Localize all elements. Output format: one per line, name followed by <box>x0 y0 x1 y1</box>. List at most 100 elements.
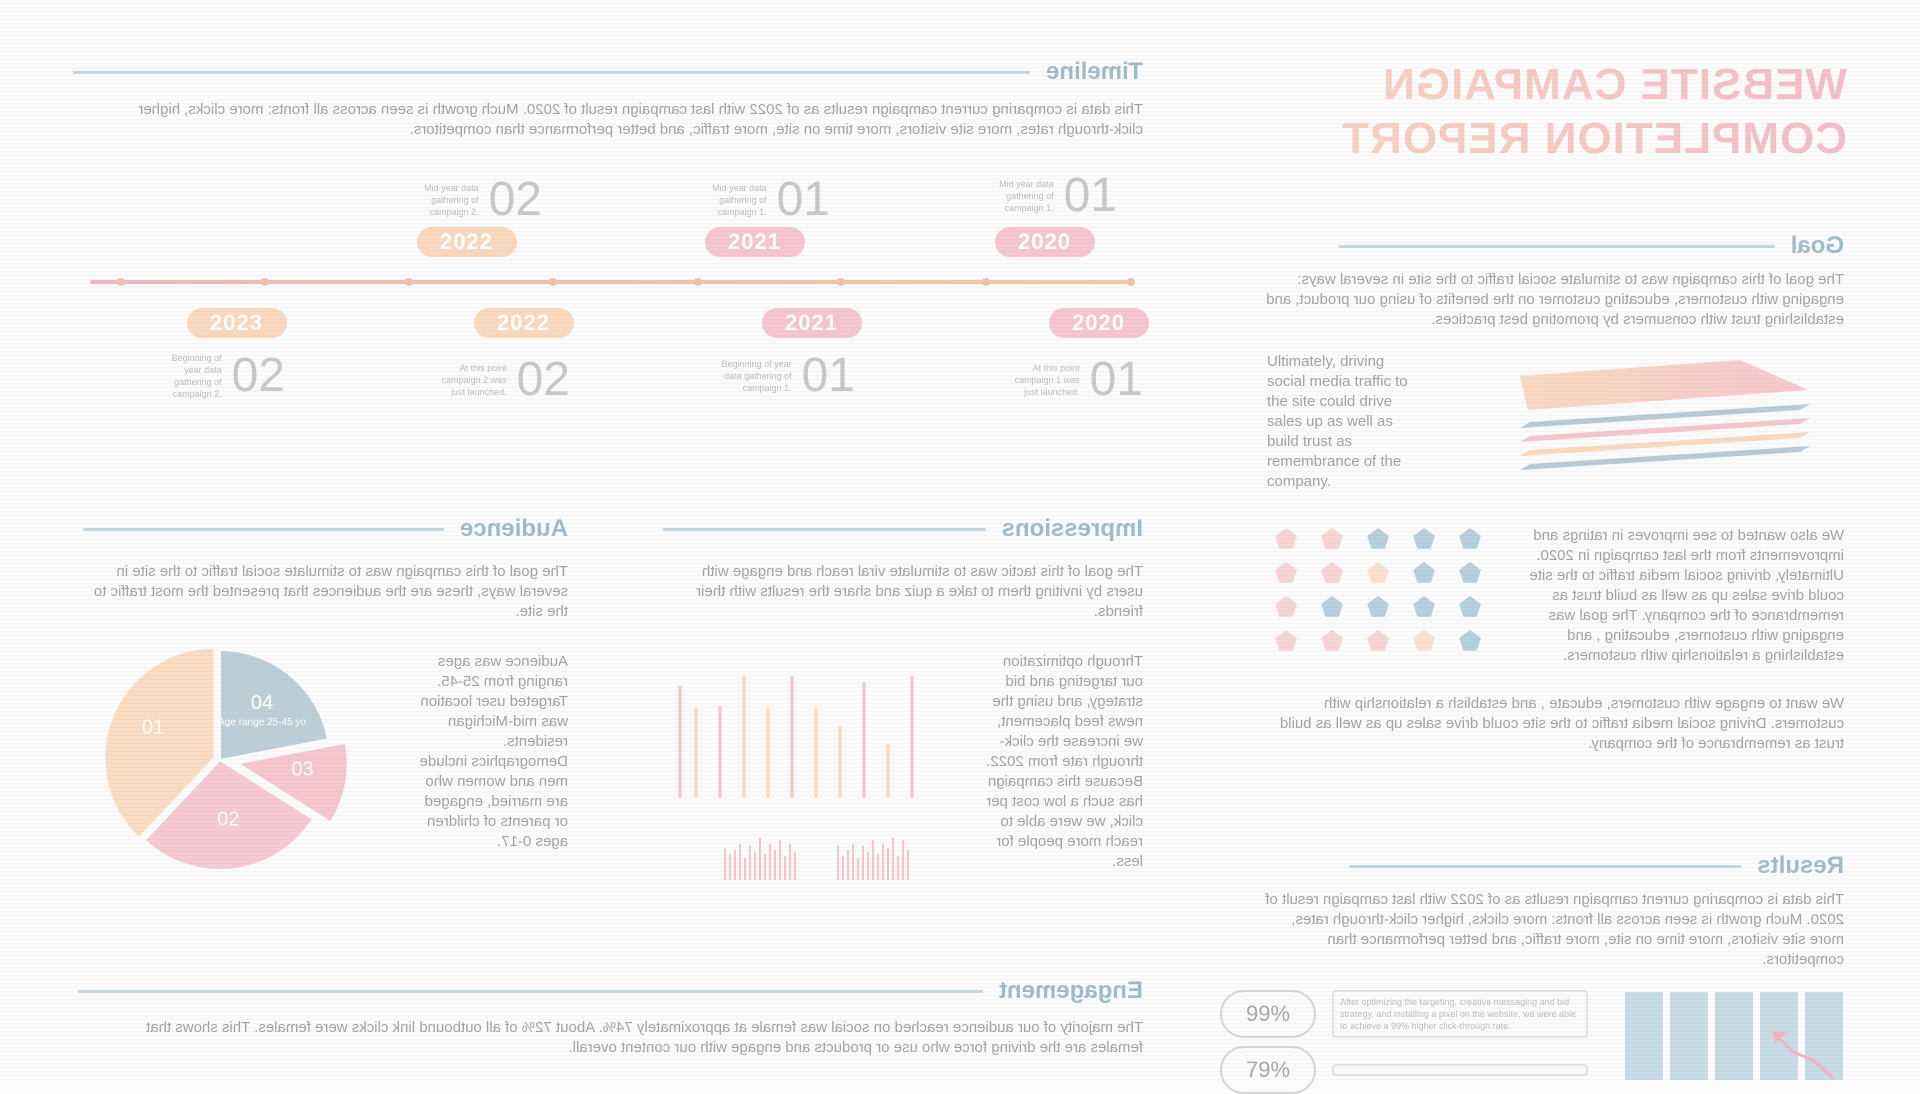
timeline-dot <box>117 278 125 286</box>
impressions-body: Through optimization our targeting and b… <box>986 653 1143 870</box>
impressions-heading: Impressions <box>663 515 1143 543</box>
rating-star-icon: ⬟ <box>1274 558 1298 588</box>
results-note: After optimizing the targeting, creative… <box>1332 990 1588 1038</box>
engagement-body: The majority of our audience reached on … <box>146 1019 1143 1056</box>
pie-slice <box>103 646 216 840</box>
timeline-item-bottom: At this point campaign 2 was just launch… <box>437 352 570 407</box>
impressions-heading-label: Impressions <box>1001 515 1143 542</box>
results-body: This data is comparing current campaign … <box>1265 891 1844 968</box>
rating-star-icon: ⬟ <box>1412 558 1436 588</box>
timeline-number: 01 <box>801 349 855 402</box>
percent-pill: 79% <box>1220 1046 1316 1094</box>
timeline-item-top: Mid year data gathering of campaign 2. 0… <box>409 172 542 227</box>
rating-star-icon: ⬟ <box>1458 524 1482 554</box>
title-line-2: COMPLETION REPORT <box>1247 112 1847 166</box>
stacked-layers-illustration <box>1480 352 1820 492</box>
rating-star-icon: ⬟ <box>1366 558 1390 588</box>
engagement-heading-rule <box>78 989 983 993</box>
timeline-note: Mid year data gathering of campaign 2. <box>424 182 479 217</box>
engagement-heading: Engagement <box>78 977 1143 1005</box>
timeline-note: Beginning of year data gathering of camp… <box>721 358 792 393</box>
goal-stars-text: We also wanted to see improves in rating… <box>1529 527 1844 664</box>
timeline-pill-bottom: 2021 <box>762 308 862 338</box>
timeline-heading-label: Timeline <box>1046 58 1143 85</box>
audience-heading: Audience <box>83 515 568 543</box>
audience-body: Audience was ages ranging from 25-45. Ta… <box>419 653 568 850</box>
timeline-note: At this point campaign 1 was just launch… <box>1014 362 1080 397</box>
timeline-heading-rule <box>73 70 1031 74</box>
pie-slice <box>235 741 349 824</box>
timeline-description: This data is comparing current campaign … <box>138 101 1143 138</box>
timeline-dot <box>982 278 990 286</box>
timeline-note: Mid year data gathering of campaign 1. <box>999 178 1054 213</box>
timeline-note: Beginning of year data gathering of camp… <box>171 352 222 399</box>
timeline-graphic: 2020 2021 2022 Mid year data gathering o… <box>85 169 1149 412</box>
rating-star-icon: ⬟ <box>1458 592 1482 622</box>
results-note <box>1332 1064 1588 1076</box>
timeline-dot <box>261 278 269 286</box>
percent-pill: 99% <box>1220 990 1316 1038</box>
timeline-dot <box>837 278 845 286</box>
timeline-dot <box>694 278 702 286</box>
report-title: WEBSITE CAMPAIGN COMPLETION REPORT <box>1247 58 1847 166</box>
rating-star-icon: ⬟ <box>1366 592 1390 622</box>
rating-star-icon: ⬟ <box>1412 524 1436 554</box>
rating-star-icon: ⬟ <box>1320 558 1344 588</box>
impressions-bars-illustration <box>670 668 920 880</box>
impressions-heading-rule <box>663 527 986 531</box>
goal-closing-text: We want to engage with customers, educat… <box>1279 695 1844 752</box>
timeline-pill-top: 2020 <box>995 227 1095 257</box>
engagement-heading-label: Engagement <box>998 977 1143 1004</box>
goal-heading: Goal <box>1339 232 1844 260</box>
audience-heading-rule <box>83 527 444 531</box>
rating-star-icon: ⬟ <box>1412 626 1436 656</box>
timeline-dot <box>405 278 413 286</box>
rating-star-icon: ⬟ <box>1320 626 1344 656</box>
rating-star-icon: ⬟ <box>1320 592 1344 622</box>
goal-heading-label: Goal <box>1790 232 1844 259</box>
timeline-item-top: Mid year data gathering of campaign 1. 0… <box>984 168 1117 223</box>
title-line-1: WEBSITE CAMPAIGN <box>1247 58 1847 112</box>
timeline-dot <box>1127 278 1135 286</box>
results-bars-illustration <box>1623 988 1843 1080</box>
timeline-number: 02 <box>516 353 570 406</box>
rating-star-icon: ⬟ <box>1274 626 1298 656</box>
timeline-item-top: Mid year data gathering of campaign 1. 0… <box>697 172 830 227</box>
goal-heading-rule <box>1339 244 1775 248</box>
rating-star-icon: ⬟ <box>1366 524 1390 554</box>
rating-star-icon: ⬟ <box>1458 558 1482 588</box>
timeline-dot <box>549 278 557 286</box>
results-heading-rule <box>1349 864 1742 868</box>
timeline-pill-top: 2021 <box>705 227 805 257</box>
pie-slice-label: 03 <box>291 759 313 781</box>
timeline-number: 02 <box>231 349 285 402</box>
timeline-item-bottom: At this point campaign 1 was just launch… <box>1010 352 1143 407</box>
pie-slice-sublabel: Age range 25-45 yo <box>218 717 306 728</box>
timeline-note: Mid year data gathering of campaign 1. <box>712 182 767 217</box>
impressions-intro: The goal of this tactic was to stimulate… <box>696 563 1143 620</box>
goal-intro: The goal of this campaign was to stimula… <box>1266 271 1844 328</box>
timeline-pill-top: 2022 <box>417 227 517 257</box>
rating-star-icon: ⬟ <box>1274 592 1298 622</box>
timeline-pill-bottom: 2022 <box>474 308 574 338</box>
results-heading-label: Results <box>1757 852 1844 879</box>
timeline-pill-bottom: 2023 <box>187 308 287 338</box>
audience-pie-chart: 01 02 03 04 Age range 25-45 yo <box>90 610 350 910</box>
timeline-number: 01 <box>776 173 830 226</box>
results-heading: Results <box>1349 852 1844 880</box>
pie-slice <box>219 648 330 762</box>
timeline-number: 01 <box>1063 169 1117 222</box>
timeline-pill-bottom: 2020 <box>1049 308 1149 338</box>
timeline-number: 02 <box>488 173 542 226</box>
rating-star-icon: ⬟ <box>1458 626 1482 656</box>
pie-slice-label: 04 <box>251 692 273 714</box>
rating-stars-grid: ⬟ ⬟ ⬟ ⬟ ⬟ ⬟ ⬟ ⬟ ⬟ ⬟ ⬟ ⬟ ⬟ ⬟ ⬟ ⬟ ⬟ ⬟ ⬟ ⬟ <box>1263 524 1483 666</box>
timeline-number: 01 <box>1089 353 1143 406</box>
rating-star-icon: ⬟ <box>1320 524 1344 554</box>
timeline-line <box>90 280 1135 284</box>
timeline-heading: Timeline <box>73 58 1143 86</box>
rating-star-icon: ⬟ <box>1274 524 1298 554</box>
timeline-item-bottom: Beginning of year data gathering of camp… <box>152 348 285 403</box>
goal-side-text: Ultimately, driving social media traffic… <box>1267 353 1408 490</box>
